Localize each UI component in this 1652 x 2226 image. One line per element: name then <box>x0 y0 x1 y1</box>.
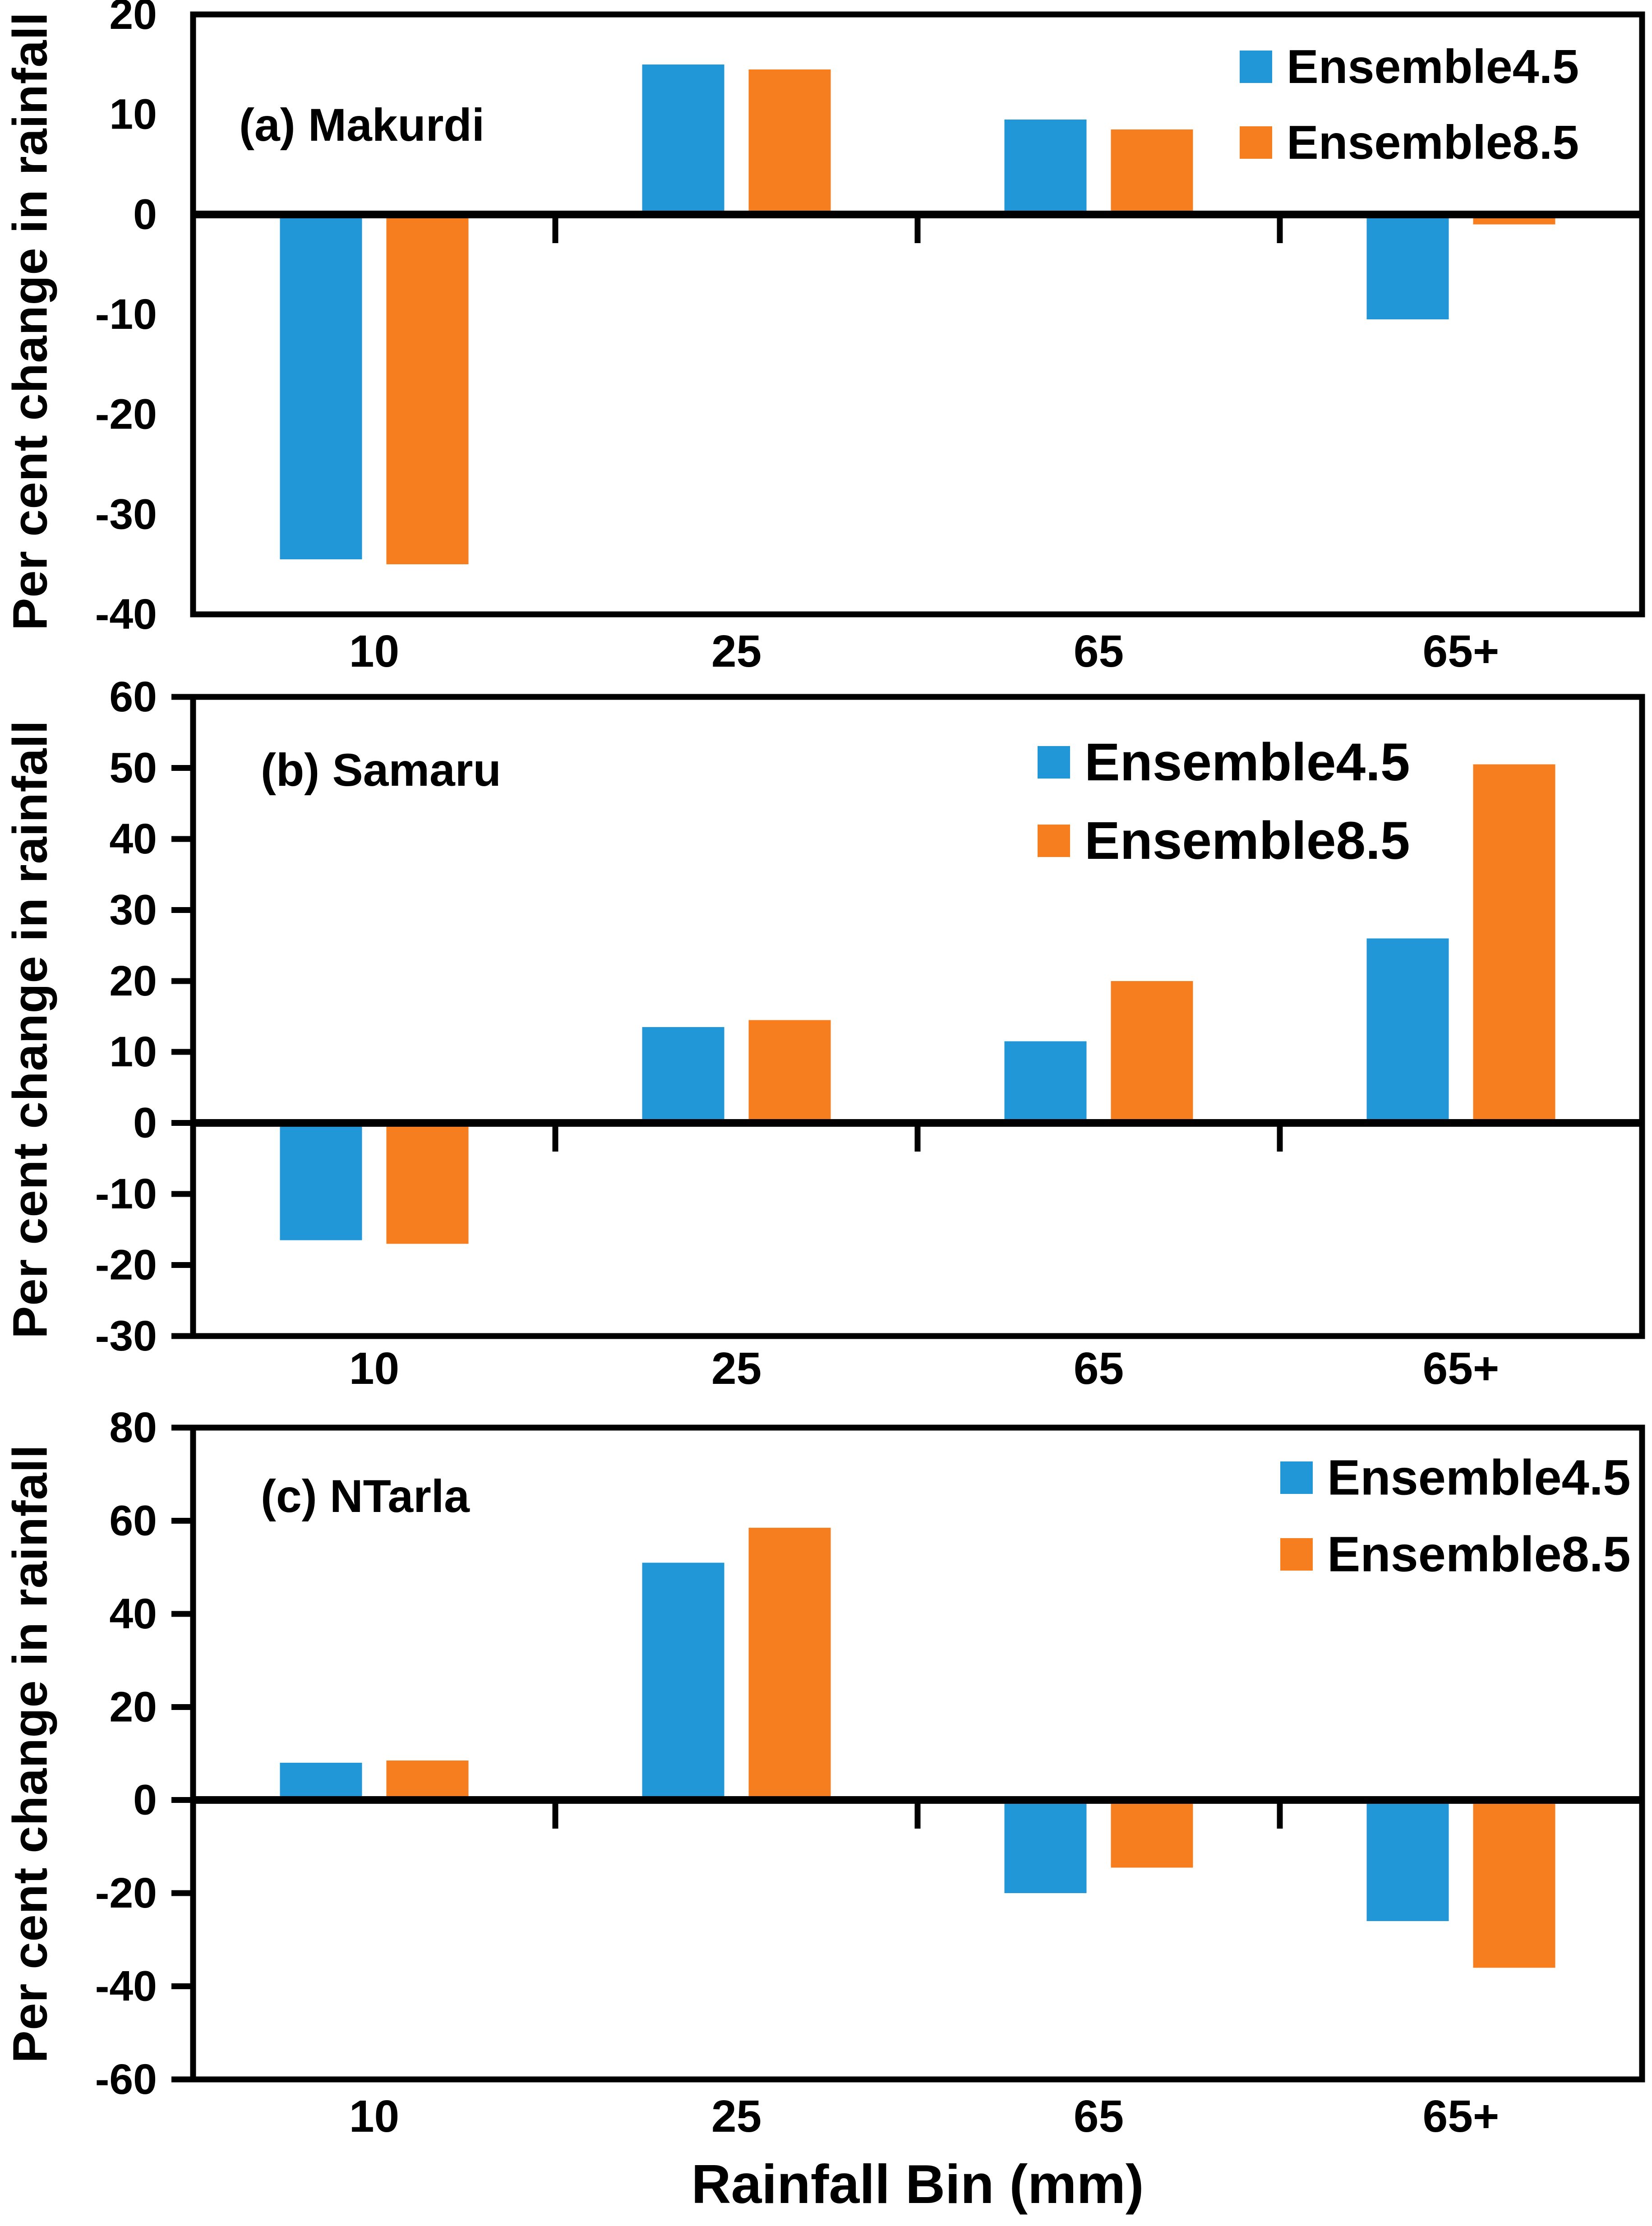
panel-b-ytick-label-30: 30 <box>109 886 157 934</box>
panel-c-xtick-label-65+: 65+ <box>1423 2091 1500 2142</box>
panel-a-legend-label-ensemble4.5: Ensemble4.5 <box>1287 40 1579 93</box>
panel-b-bar-ensemble4.5-10 <box>280 1123 362 1240</box>
panel-b-y-axis-label: Per cent change in rainfall <box>2 720 57 1339</box>
panel-a-xtick-label-65+: 65+ <box>1423 626 1500 677</box>
panel-b-ytick-label--10: -10 <box>95 1170 157 1218</box>
panel-a-xtick-label-10: 10 <box>349 626 399 677</box>
panel-a-ytick-label--40: -40 <box>95 590 157 638</box>
panel-b-legend-label-ensemble8.5: Ensemble8.5 <box>1084 811 1410 871</box>
panel-c-legend-label-ensemble4.5: Ensemble4.5 <box>1327 1450 1631 1506</box>
panel-a-ytick-label-0: 0 <box>133 190 157 238</box>
panel-a-xtick-label-65: 65 <box>1074 626 1124 677</box>
panel-b-bar-ensemble8.5-65 <box>1111 981 1193 1123</box>
panel-a-bar-ensemble4.5-65+ <box>1366 214 1449 320</box>
panel-b-xtick-label-10: 10 <box>349 1343 399 1394</box>
panel-c-bar-ensemble8.5-65+ <box>1473 1800 1555 1968</box>
panel-b-frame <box>190 694 1645 1339</box>
panel-c-title: (c) NTarla <box>261 1470 470 1522</box>
panel-c-ytick-label-80: 80 <box>109 1404 157 1452</box>
panel-c-legend-swatch-ensemble4.5 <box>1280 1461 1313 1494</box>
panel-a-bar-ensemble8.5-10 <box>386 214 469 565</box>
panel-b-legend-swatch-ensemble8.5 <box>1038 825 1070 857</box>
panel-a-ytick-label-10: 10 <box>109 91 157 138</box>
panel-c-bar-ensemble4.5-10 <box>280 1763 362 1800</box>
panel-c-xtick-label-65: 65 <box>1074 2091 1124 2142</box>
panel-b-xtick-label-65: 65 <box>1074 1343 1124 1394</box>
panel-a-bar-ensemble8.5-65 <box>1111 129 1193 215</box>
panel-c: 80 60 40 20 0 -20 -40 -60 10 25 65 65+ (c) NTarla Ens… <box>95 1404 1645 2142</box>
panel-a-title: (a) Makurdi <box>239 99 485 151</box>
panel-a-legend-swatch-ensemble4.5 <box>1240 51 1272 83</box>
panel-a-ytick-label-20: 20 <box>109 0 157 38</box>
panel-a-y-axis-label: Per cent change in rainfall <box>2 12 57 631</box>
panel-b-bar-ensemble4.5-25 <box>642 1027 724 1123</box>
panel-c-xtick-label-10: 10 <box>349 2091 399 2142</box>
panel-a-bar-ensemble8.5-25 <box>748 69 831 215</box>
panel-b-ytick-label-10: 10 <box>109 1028 157 1076</box>
panel-b-bar-ensemble4.5-65+ <box>1366 938 1449 1123</box>
panel-a-legend-swatch-ensemble8.5 <box>1240 126 1272 159</box>
panel-a-bar-ensemble4.5-65 <box>1004 119 1087 215</box>
x-axis-label: Rainfall Bin (mm) <box>691 2153 1144 2215</box>
panel-a-ytick-label--30: -30 <box>95 490 157 538</box>
panel-c-bar-ensemble4.5-65+ <box>1366 1800 1449 1922</box>
panel-c-y-axis-label: Per cent change in rainfall <box>2 1444 57 2063</box>
panel-b-legend-label-ensemble4.5: Ensemble4.5 <box>1084 733 1410 792</box>
panel-b-ytick-label-60: 60 <box>109 673 157 721</box>
panel-b-bar-ensemble8.5-65+ <box>1473 764 1555 1123</box>
panel-c-legend-swatch-ensemble8.5 <box>1280 1538 1313 1571</box>
panel-c-legend-label-ensemble8.5: Ensemble8.5 <box>1327 1527 1631 1582</box>
panel-c-bar-ensemble8.5-10 <box>386 1760 469 1800</box>
panel-a-legend-label-ensemble8.5: Ensemble8.5 <box>1287 116 1579 169</box>
panel-b-bar-ensemble4.5-65 <box>1004 1041 1087 1123</box>
panel-c-ytick-label-40: 40 <box>109 1590 157 1638</box>
panel-b-xtick-label-65+: 65+ <box>1423 1343 1500 1394</box>
panel-c-ytick-label-20: 20 <box>109 1683 157 1731</box>
panel-a-frame <box>190 11 1645 618</box>
panel-c-bar-ensemble4.5-65 <box>1004 1800 1087 1894</box>
panel-b-bar-ensemble8.5-25 <box>748 1020 831 1123</box>
panel-c-ytick-label--20: -20 <box>95 1869 157 1917</box>
panel-b-ytick-label--30: -30 <box>95 1312 157 1360</box>
panel-c-ytick-label--60: -60 <box>95 2055 157 2103</box>
panel-a-bar-ensemble4.5-10 <box>280 214 362 560</box>
panel-b-bar-ensemble8.5-10 <box>386 1123 469 1244</box>
panel-c-ytick-label-0: 0 <box>133 1776 157 1824</box>
panel-c-bar-ensemble8.5-25 <box>748 1527 831 1800</box>
panel-a-ytick-label--10: -10 <box>95 290 157 338</box>
panel-a-ytick-label--20: -20 <box>95 391 157 438</box>
panel-b-title: (b) Samaru <box>261 744 501 796</box>
panel-c-frame <box>190 1424 1645 2083</box>
panel-b: 60 50 40 30 20 10 0 -10 -20 -30 10 25 65 65+ (b) Samar… <box>95 673 1645 1394</box>
panel-b-legend-swatch-ensemble4.5 <box>1038 746 1070 779</box>
panel-c-bar-ensemble8.5-65 <box>1111 1800 1193 1868</box>
panel-b-ytick-label-50: 50 <box>109 744 157 792</box>
panel-b-ytick-label-40: 40 <box>109 815 157 863</box>
panel-c-bar-ensemble4.5-25 <box>642 1562 724 1800</box>
panel-b-ytick-label-20: 20 <box>109 957 157 1005</box>
panel-c-ytick-label--40: -40 <box>95 1963 157 2010</box>
panel-b-ytick-label--20: -20 <box>95 1241 157 1289</box>
panel-b-xtick-label-25: 25 <box>711 1343 761 1394</box>
panel-c-xtick-label-25: 25 <box>711 2091 761 2142</box>
panel-a-xtick-label-25: 25 <box>711 626 761 677</box>
panel-a: 20 10 0 -10 -20 -30 -40 10 25 65 65+ (a) Makurdi Ens… <box>95 0 1645 677</box>
panel-c-ytick-label-60: 60 <box>109 1497 157 1544</box>
panel-a-bar-ensemble4.5-25 <box>642 64 724 215</box>
panel-b-ytick-label-0: 0 <box>133 1099 157 1147</box>
